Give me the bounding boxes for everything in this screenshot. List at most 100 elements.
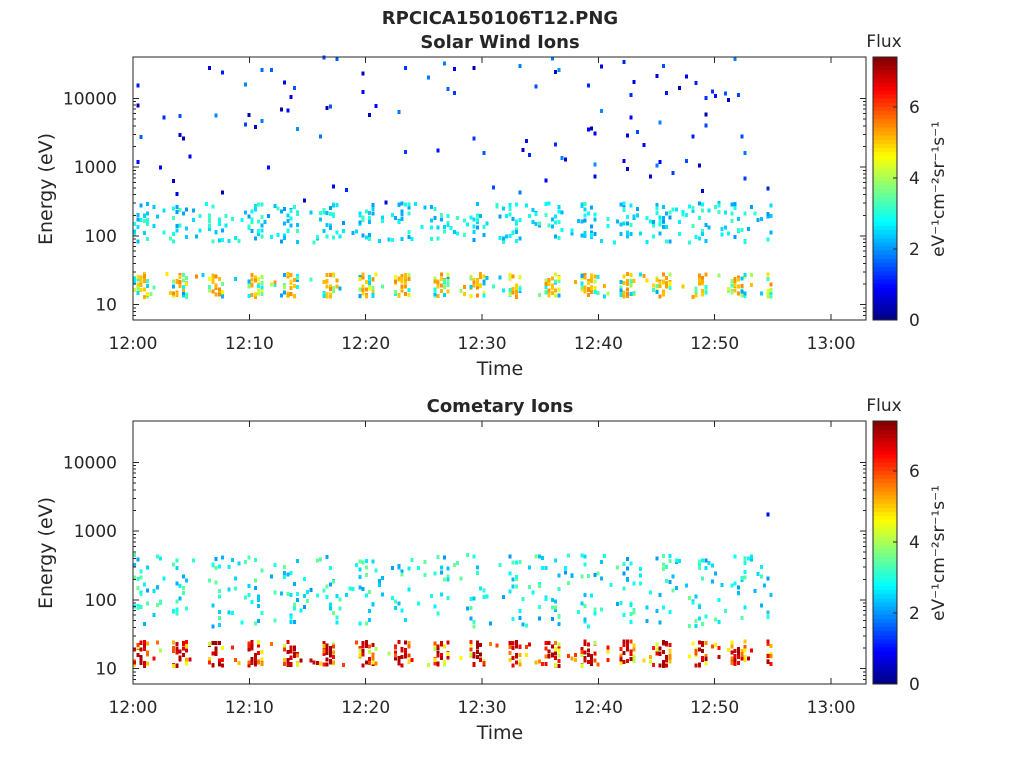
heatmap-cell [368,278,372,283]
heatmap-cell [475,650,479,655]
heatmap-cell [446,655,450,660]
x-tick-label: 13:00 [807,698,856,718]
heatmap-cell [750,557,754,562]
heatmap-cell [381,284,385,289]
heatmap-cell [325,584,329,589]
heatmap-cell [443,293,447,298]
heatmap-cell [668,281,672,286]
heatmap-cell [537,292,541,297]
heatmap-cell [182,641,185,645]
heatmap-cell [283,80,287,85]
y-tick-label: 10 [95,296,117,316]
heatmap-cell [668,653,672,658]
heatmap-cell [714,642,718,647]
colorbar-segment [873,295,897,301]
heatmap-cell [472,596,476,601]
heatmap-cell [155,585,159,590]
heatmap-cell [446,283,450,288]
heatmap-cell [139,640,143,645]
heatmap-cell [707,208,711,213]
heatmap-cell [142,294,146,299]
heatmap-cell [655,284,659,289]
colorbar-segment [873,486,897,492]
heatmap-cell [639,566,643,571]
heatmap-cell [260,611,264,616]
heatmap-cell [750,648,754,653]
heatmap-cell [407,587,411,592]
heatmap-cell [469,284,473,289]
heatmap-cell [730,640,734,645]
heatmap-cell [655,211,659,216]
heatmap-cell [518,644,522,649]
heatmap-cell [430,237,434,241]
colorbar-segment [873,126,897,132]
heatmap-cell [211,239,215,244]
heatmap-cell [632,278,636,283]
heatmap-cell [668,215,672,220]
heatmap-cell [283,233,287,238]
heatmap-cell [426,663,430,668]
heatmap-cell [622,203,626,208]
heatmap-cell [260,223,264,228]
heatmap-cell [485,221,489,226]
heatmap-cell [694,286,698,291]
heatmap-cell [394,599,398,604]
heatmap-cell [332,286,336,291]
heatmap-cell [661,218,665,223]
colorbar-frame [872,420,898,685]
heatmap-cell [583,639,587,644]
heatmap-cell [694,648,698,653]
heatmap-cell [221,190,225,195]
heatmap-cell [404,654,407,659]
heatmap-cell [590,224,594,229]
heatmap-cell [639,573,643,578]
heatmap-cell [557,586,561,591]
heatmap-cell [580,202,584,207]
heatmap-cell [661,554,665,559]
heatmap-cell [629,203,633,208]
heatmap-cell [619,222,623,227]
heatmap-cell [733,653,737,658]
heatmap-cell [436,148,440,153]
heatmap-cell [701,621,705,626]
heatmap-cell [221,290,225,295]
colorbar-segment [873,499,897,504]
heatmap-cell [136,606,140,611]
colorbar-segment [873,585,897,591]
heatmap-cell [394,290,398,295]
heatmap-cell [279,239,283,244]
heatmap-cell [345,592,349,597]
heatmap-cell [368,216,372,220]
heatmap-cell [371,207,375,211]
heatmap-cell [436,644,440,649]
colorbar-segment [873,511,897,517]
heatmap-cell [485,276,489,281]
heatmap-cell [155,554,159,559]
heatmap-cell [325,234,329,239]
heatmap-cell [544,281,548,286]
heatmap-cell [655,290,659,294]
heatmap-cell [358,585,362,590]
colorbar-segment [873,307,897,313]
heatmap-cell [697,163,701,168]
heatmap-cell [253,656,257,661]
colorbar-units: eV⁻¹cm⁻²sr⁻¹s⁻¹ [929,485,949,621]
heatmap-cell [253,294,257,299]
heatmap-cell [260,568,264,573]
heatmap-cell [283,282,287,287]
heatmap-cell [766,576,770,581]
heatmap-cell [302,604,306,609]
heatmap-cell [557,205,561,210]
heatmap-cell [586,211,590,216]
heatmap-cell [404,649,407,654]
heatmap-cell [247,555,251,560]
heatmap-cell [211,641,215,646]
heatmap-cell [430,225,434,230]
colorbar-segment [873,266,897,272]
heatmap-cell [665,284,669,289]
heatmap-cell [146,283,150,288]
colorbar-segment [873,425,897,430]
heatmap-cell [750,282,754,287]
heatmap-cell [554,288,558,293]
heatmap-cell [250,599,254,604]
